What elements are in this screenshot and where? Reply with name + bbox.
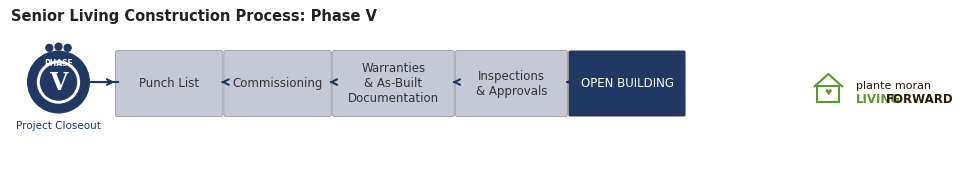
FancyBboxPatch shape	[115, 50, 223, 116]
Text: PHASE: PHASE	[44, 59, 73, 68]
Text: Warranties
& As-Built
Documentation: Warranties & As-Built Documentation	[347, 62, 438, 105]
Text: Punch List: Punch List	[139, 77, 199, 90]
FancyBboxPatch shape	[568, 50, 685, 116]
Circle shape	[64, 44, 71, 51]
Text: plante moran: plante moran	[855, 81, 930, 91]
Text: FORWARD: FORWARD	[885, 93, 953, 106]
Text: OPEN BUILDING: OPEN BUILDING	[579, 77, 672, 90]
Text: ♥: ♥	[824, 88, 831, 97]
Text: LIVING: LIVING	[855, 93, 900, 106]
Circle shape	[37, 60, 80, 104]
Text: V: V	[49, 71, 68, 95]
FancyBboxPatch shape	[331, 50, 453, 116]
Text: Inspections
& Approvals: Inspections & Approvals	[475, 70, 547, 98]
Text: Commissioning: Commissioning	[233, 77, 323, 90]
Text: Senior Living Construction Process: Phase V: Senior Living Construction Process: Phas…	[12, 9, 377, 24]
Text: Project Closeout: Project Closeout	[16, 121, 101, 131]
FancyBboxPatch shape	[224, 50, 330, 116]
Circle shape	[46, 44, 52, 51]
Circle shape	[55, 43, 62, 50]
Circle shape	[40, 63, 78, 101]
FancyBboxPatch shape	[454, 50, 567, 116]
Circle shape	[27, 50, 90, 114]
